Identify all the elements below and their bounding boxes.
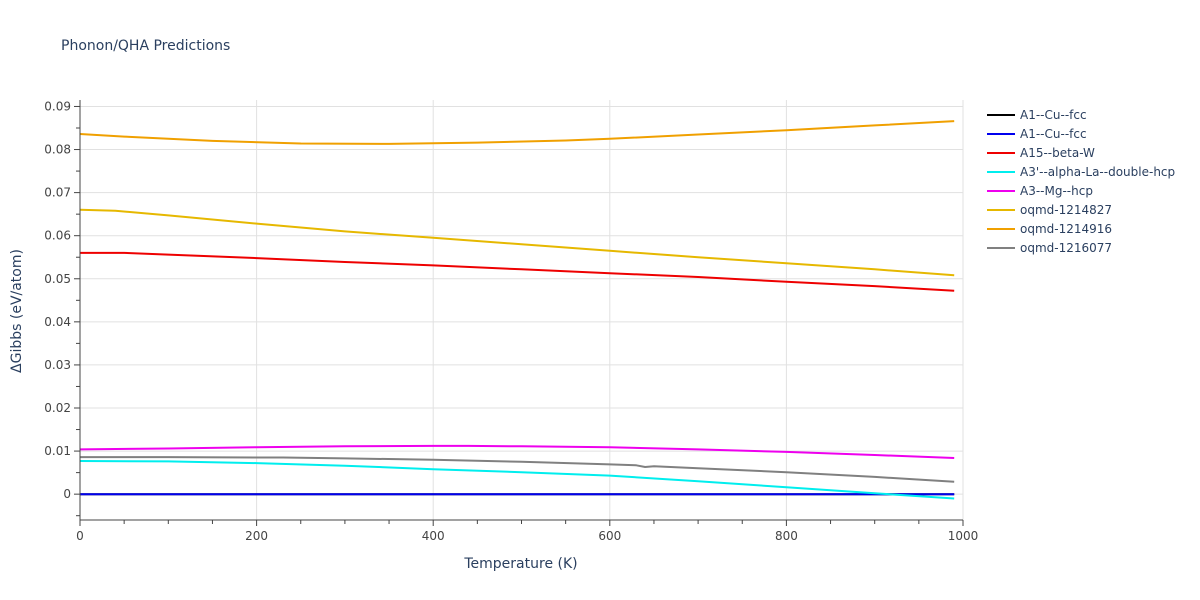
x-tick-label: 400 — [422, 529, 445, 543]
legend-item[interactable]: A1--Cu--fcc — [987, 127, 1087, 141]
legend-item[interactable]: A1--Cu--fcc — [987, 108, 1087, 122]
legend-item[interactable]: A3'--alpha-La--double-hcp — [987, 165, 1175, 179]
x-tick-label: 0 — [76, 529, 84, 543]
chart-title: Phonon/QHA Predictions — [61, 38, 230, 54]
y-tick-label: 0.04 — [44, 315, 71, 329]
x-tick-label: 200 — [245, 529, 268, 543]
y-tick-label: 0.06 — [44, 229, 71, 243]
legend-item[interactable]: oqmd-1216077 — [987, 241, 1112, 255]
y-tick-label: 0.09 — [44, 99, 71, 113]
legend-item[interactable]: oqmd-1214827 — [987, 203, 1112, 217]
series-line-6[interactable] — [79, 120, 955, 145]
legend-item[interactable]: A15--beta-W — [987, 146, 1095, 160]
y-tick-label: 0.03 — [44, 358, 71, 372]
axes: 0 200 400 600 800 1000 0 0.01 0.02 0.03 0.04 0.05 0.… — [44, 99, 978, 543]
x-axis-title: Temperature (K) — [463, 556, 577, 572]
plot-area — [79, 120, 955, 500]
legend-label: oqmd-1214916 — [1020, 222, 1112, 236]
y-tick-label: 0.05 — [44, 272, 71, 286]
legend-label: A1--Cu--fcc — [1020, 108, 1087, 122]
y-tick-label: 0.07 — [44, 186, 71, 200]
x-tick-label: 1000 — [948, 529, 979, 543]
series-line-3[interactable] — [79, 460, 955, 500]
y-tick-label: 0.02 — [44, 401, 71, 415]
legend-item[interactable]: A3--Mg--hcp — [987, 184, 1093, 198]
series-line-2[interactable] — [80, 251, 955, 292]
x-tick-label: 600 — [598, 529, 621, 543]
legend-label: oqmd-1216077 — [1020, 241, 1112, 255]
legend[interactable]: A1--Cu--fcc A1--Cu--fcc A15--beta-W A3'--al… — [987, 108, 1175, 255]
series-line-7[interactable] — [80, 456, 955, 483]
y-tick-label: 0 — [63, 487, 71, 501]
legend-label: oqmd-1214827 — [1020, 203, 1112, 217]
y-tick-label: 0.08 — [44, 143, 71, 157]
legend-label: A3--Mg--hcp — [1020, 184, 1093, 198]
y-axis-title: ΔGibbs (eV/atom) — [9, 249, 25, 373]
y-tick-label: 0.01 — [44, 444, 71, 458]
legend-label: A3'--alpha-La--double-hcp — [1020, 165, 1175, 179]
legend-label: A1--Cu--fcc — [1020, 127, 1087, 141]
grid-lines — [79, 100, 964, 520]
x-tick-label: 800 — [775, 529, 798, 543]
legend-label: A15--beta-W — [1020, 146, 1095, 160]
legend-item[interactable]: oqmd-1214916 — [987, 222, 1112, 236]
series-line-4[interactable] — [79, 444, 955, 459]
series-line-5[interactable] — [79, 208, 955, 277]
